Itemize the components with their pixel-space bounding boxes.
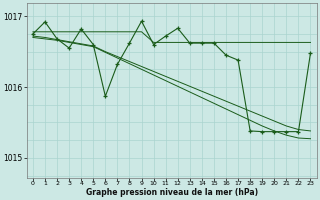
X-axis label: Graphe pression niveau de la mer (hPa): Graphe pression niveau de la mer (hPa) [86, 188, 258, 197]
